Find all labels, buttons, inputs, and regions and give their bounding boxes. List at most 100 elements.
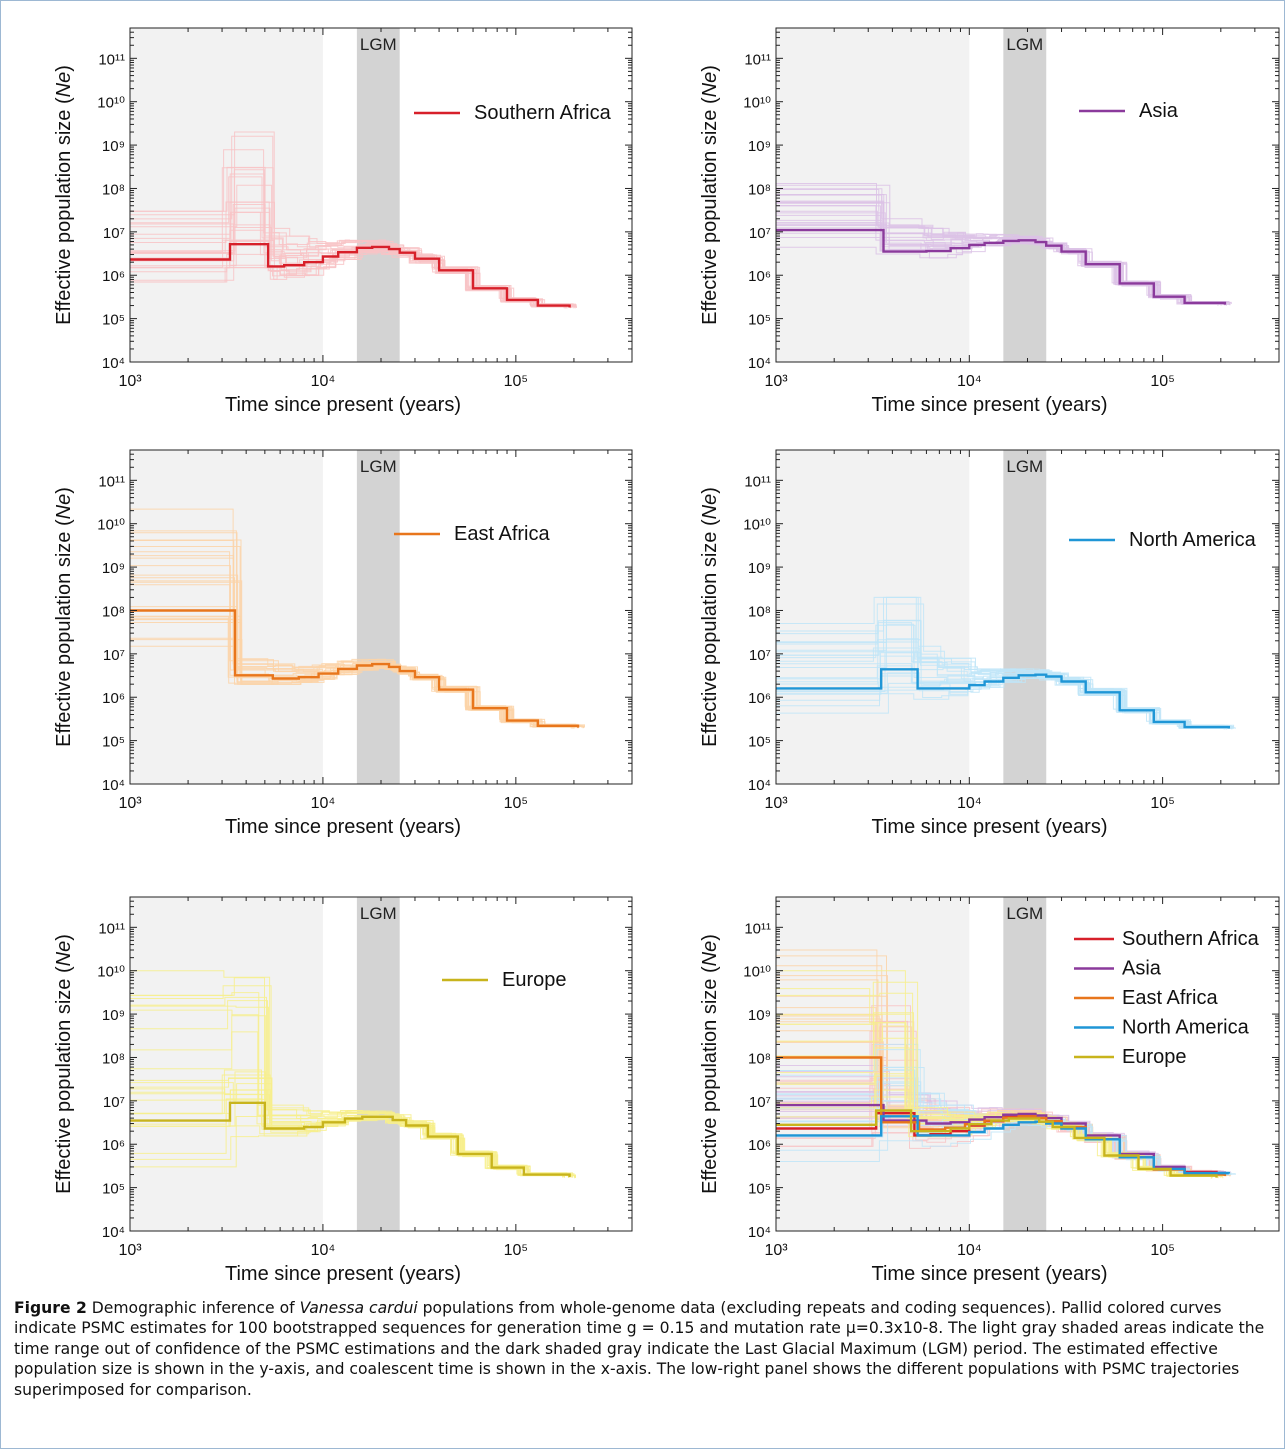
x-tick-label: 10⁵ (504, 373, 528, 390)
legend: Southern Africa (414, 102, 612, 124)
y-tick-label: 10⁸ (748, 603, 771, 620)
x-tick-label: 10⁴ (957, 1242, 982, 1259)
legend-label: Asia (1122, 958, 1162, 980)
x-tick-label: 10⁵ (1150, 795, 1174, 812)
caption-text-pre: Demographic inference of (86, 1299, 300, 1317)
x-axis-label: Time since present (years) (872, 1263, 1108, 1285)
y-tick-label: 10⁷ (103, 647, 125, 664)
y-tick-label: 10⁷ (103, 1094, 125, 1111)
plot-area (130, 131, 577, 309)
x-tick-label: 10⁴ (311, 795, 336, 812)
lgm-shade-region (356, 28, 400, 362)
confidence-shade-region (130, 28, 323, 362)
lgm-shade-region (1003, 28, 1047, 362)
plot-area (130, 508, 585, 729)
y-tick-label: 10⁹ (748, 138, 771, 155)
bootstrap-curve (130, 149, 574, 307)
y-tick-label: 10⁹ (102, 560, 125, 577)
legend: North America (1069, 529, 1257, 551)
y-tick-label: 10⁹ (102, 1007, 125, 1024)
y-tick-label: 10¹¹ (744, 51, 771, 68)
y-tick-label: 10¹⁰ (97, 964, 125, 981)
legend-label: Southern Africa (1122, 928, 1260, 950)
x-axis-label: Time since present (years) (225, 1263, 461, 1285)
x-tick-label: 10⁴ (311, 373, 336, 390)
psmc-curve-north-america (776, 1115, 1230, 1175)
bootstrap-curve (776, 205, 1231, 305)
lgm-label: LGM (360, 457, 397, 476)
x-tick-label: 10³ (118, 1242, 142, 1259)
bootstrap-curve (130, 622, 575, 729)
bootstrap-curve (776, 1124, 1232, 1176)
psmc-curve-europe (776, 1109, 1218, 1178)
legend: East Africa (394, 523, 550, 545)
lgm-label: LGM (360, 904, 397, 923)
y-tick-label: 10⁵ (748, 734, 771, 751)
y-tick-label: 10¹⁰ (743, 517, 771, 534)
legend-label: Southern Africa (474, 102, 612, 124)
lgm-label: LGM (1006, 904, 1043, 923)
bootstrap-curve (776, 641, 1229, 729)
x-axis-label: Time since present (years) (225, 816, 461, 838)
y-tick-label: 10⁸ (748, 1050, 771, 1067)
y-tick-label: 10⁶ (748, 268, 771, 285)
y-tick-label: 10¹¹ (98, 473, 125, 490)
y-tick-label: 10⁹ (748, 560, 771, 577)
y-tick-label: 10⁷ (103, 225, 125, 242)
y-tick-label: 10¹⁰ (743, 95, 771, 112)
x-tick-label: 10³ (764, 795, 788, 812)
y-tick-label: 10⁵ (102, 734, 125, 751)
y-tick-label: 10⁵ (748, 1181, 771, 1198)
y-tick-label: 10⁸ (748, 181, 771, 198)
y-tick-label: 10⁸ (102, 603, 125, 620)
bootstrap-curve (776, 1071, 1222, 1174)
y-tick-label: 10⁴ (102, 777, 125, 794)
plot-area (130, 970, 576, 1179)
bootstrap-curve (130, 241, 571, 309)
plot-area (776, 183, 1232, 306)
caption-species: Vanessa cardui (299, 1299, 418, 1317)
y-axis-label: Effective population size (Ne) (699, 65, 721, 325)
legend: Southern Africa Asia East Africa North Amer… (1074, 928, 1260, 1068)
psmc-curve-east-africa (130, 609, 580, 728)
lgm-shade-region (356, 450, 400, 784)
y-tick-label: 10⁵ (102, 1181, 125, 1198)
y-tick-label: 10⁹ (102, 138, 125, 155)
y-axis-label: Effective population size (Ne) (53, 65, 75, 325)
y-tick-label: 10⁷ (749, 647, 771, 664)
y-axis-label: Effective population size (Ne) (699, 487, 721, 747)
y-tick-label: 10⁵ (102, 312, 125, 329)
plot-area (776, 596, 1236, 730)
psmc-curve-europe (130, 1101, 571, 1178)
confidence-shade-region (130, 897, 323, 1231)
x-tick-label: 10³ (118, 373, 142, 390)
figure-caption: Figure 2 Demographic inference of Vaness… (14, 1298, 1276, 1400)
caption-label: Figure 2 (14, 1299, 87, 1317)
y-tick-label: 10¹¹ (98, 51, 125, 68)
y-tick-label: 10⁴ (102, 1224, 125, 1241)
y-tick-label: 10¹¹ (744, 920, 771, 937)
confidence-shade-region (776, 450, 970, 784)
y-tick-label: 10⁶ (102, 690, 125, 707)
lgm-shade-region (1003, 450, 1047, 784)
lgm-label: LGM (360, 35, 397, 54)
bootstrap-curve (776, 194, 1230, 304)
lgm-shade-region (356, 897, 400, 1231)
y-axis-label: Effective population size (Ne) (53, 934, 75, 1194)
x-tick-label: 10³ (764, 373, 788, 390)
y-tick-label: 10¹¹ (744, 473, 771, 490)
plot-area (776, 949, 1236, 1179)
bootstrap-curve (130, 1000, 563, 1177)
x-axis-label: Time since present (years) (225, 394, 461, 416)
legend-label: Asia (1139, 100, 1179, 122)
x-tick-label: 10⁴ (957, 373, 982, 390)
x-tick-label: 10⁵ (1150, 1242, 1174, 1259)
x-tick-label: 10⁴ (311, 1242, 336, 1259)
x-axis-label: Time since present (years) (872, 816, 1108, 838)
y-axis-label: Effective population size (Ne) (699, 934, 721, 1194)
x-tick-label: 10⁴ (957, 795, 982, 812)
